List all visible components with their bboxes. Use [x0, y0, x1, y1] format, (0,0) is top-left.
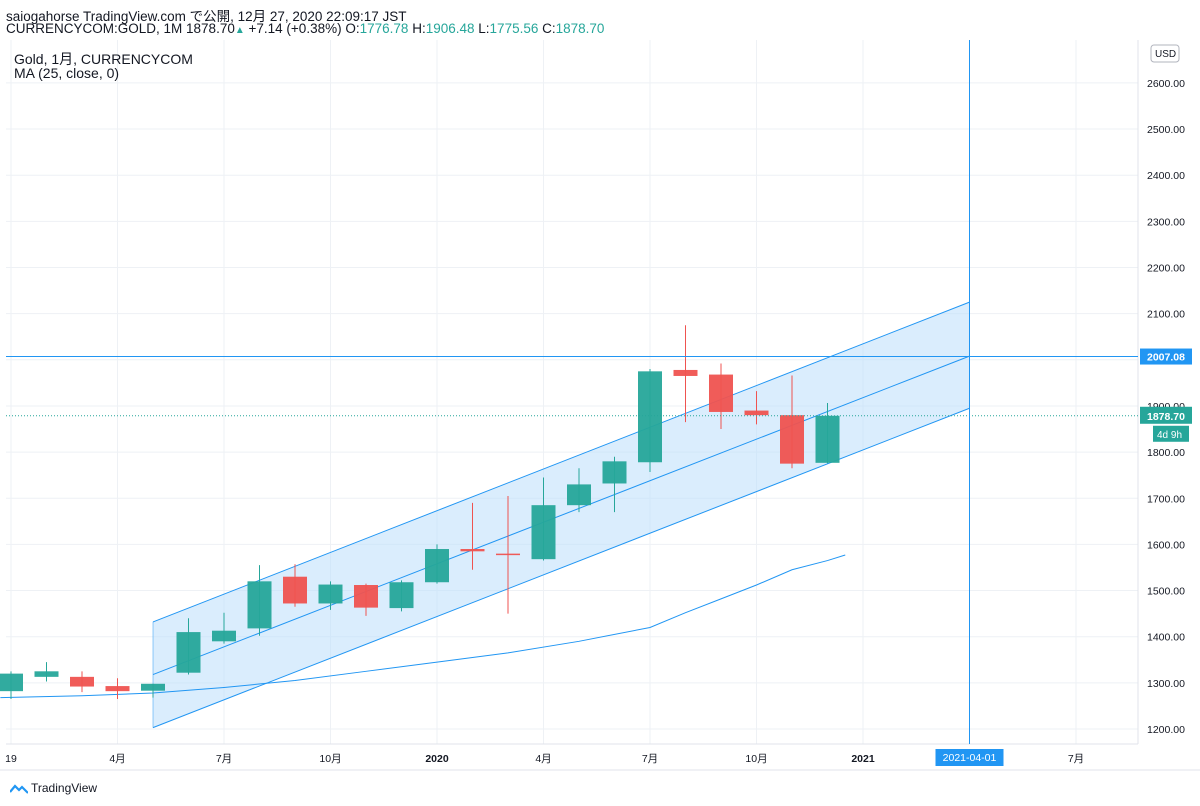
countdown-label: 4d 9h [1157, 430, 1182, 441]
price-tick-label: 1300.00 [1147, 678, 1185, 690]
candle-body [0, 673, 23, 692]
currency-label: USD [1155, 49, 1176, 60]
candle-body [460, 549, 485, 552]
price-tick-label: 1800.00 [1147, 447, 1185, 459]
crosshair-date-label: 2021-04-01 [943, 752, 997, 764]
time-tick-label: 7月 [216, 753, 232, 765]
low-label: L: [478, 21, 490, 36]
ma-line [0, 554, 846, 699]
candle-body [744, 410, 769, 416]
channel-line-upper [152, 301, 970, 623]
high-value: 1906.48 [425, 21, 475, 36]
candle-body [354, 585, 378, 608]
candle-body [638, 371, 662, 463]
triangle-up-icon: ▲ [234, 25, 245, 36]
candle-body [34, 671, 59, 677]
candle-body [105, 686, 130, 692]
price-change: +7.14 (+0.38%) [248, 21, 342, 36]
price-tick-label: 2400.00 [1147, 170, 1185, 182]
price-tick-label: 1700.00 [1147, 493, 1185, 505]
candle-body [212, 630, 236, 642]
time-tick-label: 2021 [851, 753, 875, 765]
crosshair-date-badge [935, 749, 1004, 766]
candle-body [780, 415, 804, 464]
close-value: 1878.70 [555, 21, 605, 36]
crosshair-price-label: 2007.08 [1147, 352, 1185, 364]
currency-box [1150, 44, 1180, 63]
candle-body [247, 581, 272, 629]
time-tick-label: 10月 [319, 753, 341, 765]
price-tick-label: 2600.00 [1147, 78, 1185, 90]
time-tick-label: 7月 [1068, 753, 1084, 765]
candle-body [531, 505, 556, 560]
channel-line-lower [152, 407, 970, 729]
tradingview-brand[interactable]: TradingView [10, 781, 97, 795]
legend-ma: MA (25, close, 0) [14, 65, 120, 81]
candle-body [815, 415, 840, 463]
last-price-badge [1140, 406, 1192, 424]
price-tick-label: 2500.00 [1147, 124, 1185, 136]
symbol-label: CURRENCYCOM:GOLD, 1M [6, 21, 183, 36]
candle-body [602, 461, 627, 484]
last-price: 1878.70 [186, 21, 235, 36]
price-tick-label: 2200.00 [1147, 263, 1185, 275]
time-tick-label: 4月 [535, 753, 551, 765]
ohlc-header: CURRENCYCOM:GOLD, 1M 1878.70▲ +7.14 (+0.… [6, 21, 604, 36]
price-tick-label: 1200.00 [1147, 724, 1185, 736]
candle-body [567, 484, 591, 506]
candle-body [141, 683, 165, 691]
candle-body [389, 582, 414, 609]
open-value: 1776.78 [359, 21, 409, 36]
candle-body [318, 584, 343, 604]
candle-body [709, 374, 733, 412]
brand-label: TradingView [31, 781, 98, 795]
close-label: C: [542, 21, 556, 36]
time-tick-label: 2020 [425, 753, 449, 765]
price-tick-label: 2300.00 [1147, 216, 1185, 228]
last-price-label: 1878.70 [1147, 411, 1185, 423]
countdown-badge [1153, 425, 1189, 442]
time-tick-label: 7月 [642, 753, 658, 765]
time-tick-label: 10月 [745, 753, 767, 765]
tradingview-logo-icon [10, 784, 28, 794]
publish-info: saiogahorse TradingView.com で公開, 12月 27,… [6, 9, 407, 24]
time-tick-label: 4月 [109, 753, 125, 765]
price-tick-label: 1500.00 [1147, 586, 1185, 598]
crosshair-price-badge [1140, 348, 1192, 365]
time-tick-label: 19 [5, 753, 17, 765]
low-value: 1775.56 [489, 21, 539, 36]
candle-body [496, 553, 520, 556]
channel-line-mid [152, 355, 970, 676]
legend-symbol: Gold, 1月, CURRENCYCOM [14, 51, 193, 67]
high-label: H: [412, 21, 426, 36]
price-tick-label: 2100.00 [1147, 309, 1185, 321]
candle-body [70, 676, 94, 687]
price-tick-label: 1400.00 [1147, 632, 1185, 644]
price-tick-label: 1600.00 [1147, 539, 1185, 551]
open-label: O: [345, 21, 360, 36]
candle-body [283, 576, 307, 604]
candle-body [425, 549, 449, 583]
candle-body [673, 369, 698, 376]
candle-body [176, 632, 201, 673]
